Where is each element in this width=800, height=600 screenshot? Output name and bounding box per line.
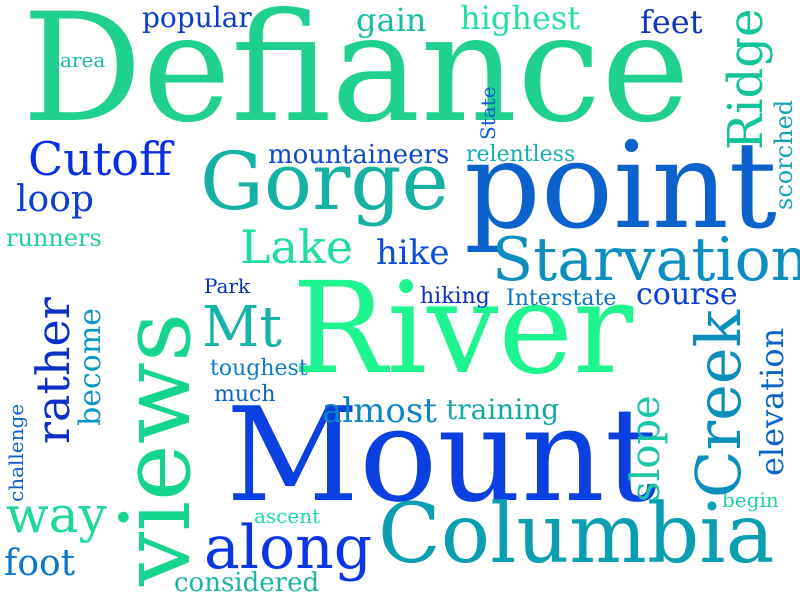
word-rather: rather	[26, 297, 80, 444]
word-along: along	[204, 513, 373, 583]
word-way: way	[6, 486, 107, 544]
word-views: views	[100, 312, 212, 586]
word-elevation: elevation	[753, 327, 791, 476]
word-runners: runners	[6, 224, 102, 252]
word-starvation: Starvation	[492, 225, 800, 295]
word-ascent: ascent	[254, 504, 321, 528]
word-mount: Mount	[226, 379, 658, 531]
word-highest: highest	[460, 0, 581, 37]
word-popular: popular	[142, 1, 252, 34]
word-creek: Creek	[682, 309, 755, 498]
word-course: course	[636, 277, 738, 312]
word-hiking: hiking	[420, 284, 490, 309]
word-point: point	[464, 117, 777, 256]
word-columbia: Columbia	[378, 487, 775, 582]
word-mountaineers: mountaineers	[268, 140, 450, 170]
word-scorched: scorched	[770, 99, 798, 210]
word-interstate: Interstate	[506, 286, 617, 311]
word-cutoff: Cutoff	[28, 132, 172, 186]
word-mt: Mt	[202, 295, 282, 360]
word-begin: begin	[722, 488, 779, 512]
word-state: State	[476, 86, 500, 140]
word-loop: loop	[16, 179, 94, 220]
word-become: become	[73, 307, 108, 426]
word-challenge: challenge	[4, 403, 28, 502]
word-defiance: Defiance	[22, 0, 690, 156]
word-foot: foot	[4, 543, 76, 584]
word-toughest: toughest	[210, 356, 308, 381]
word-lake: Lake	[240, 220, 354, 274]
word-park: Park	[204, 274, 251, 298]
word-training: training	[446, 393, 560, 426]
word-gorge: Gorge	[200, 135, 449, 228]
word-hike: hike	[376, 233, 450, 273]
word-area: area	[60, 48, 106, 72]
word-relentless: relentless	[466, 142, 576, 167]
word-ridge: Ridge	[718, 8, 774, 150]
word-almost: almost	[322, 391, 437, 431]
word-slope: slope	[623, 395, 669, 502]
word-gain: gain	[356, 1, 427, 39]
word-river: River	[292, 255, 634, 402]
word-feet: feet	[640, 3, 703, 41]
word-considered: considered	[174, 568, 320, 598]
word-much: much	[214, 382, 276, 407]
